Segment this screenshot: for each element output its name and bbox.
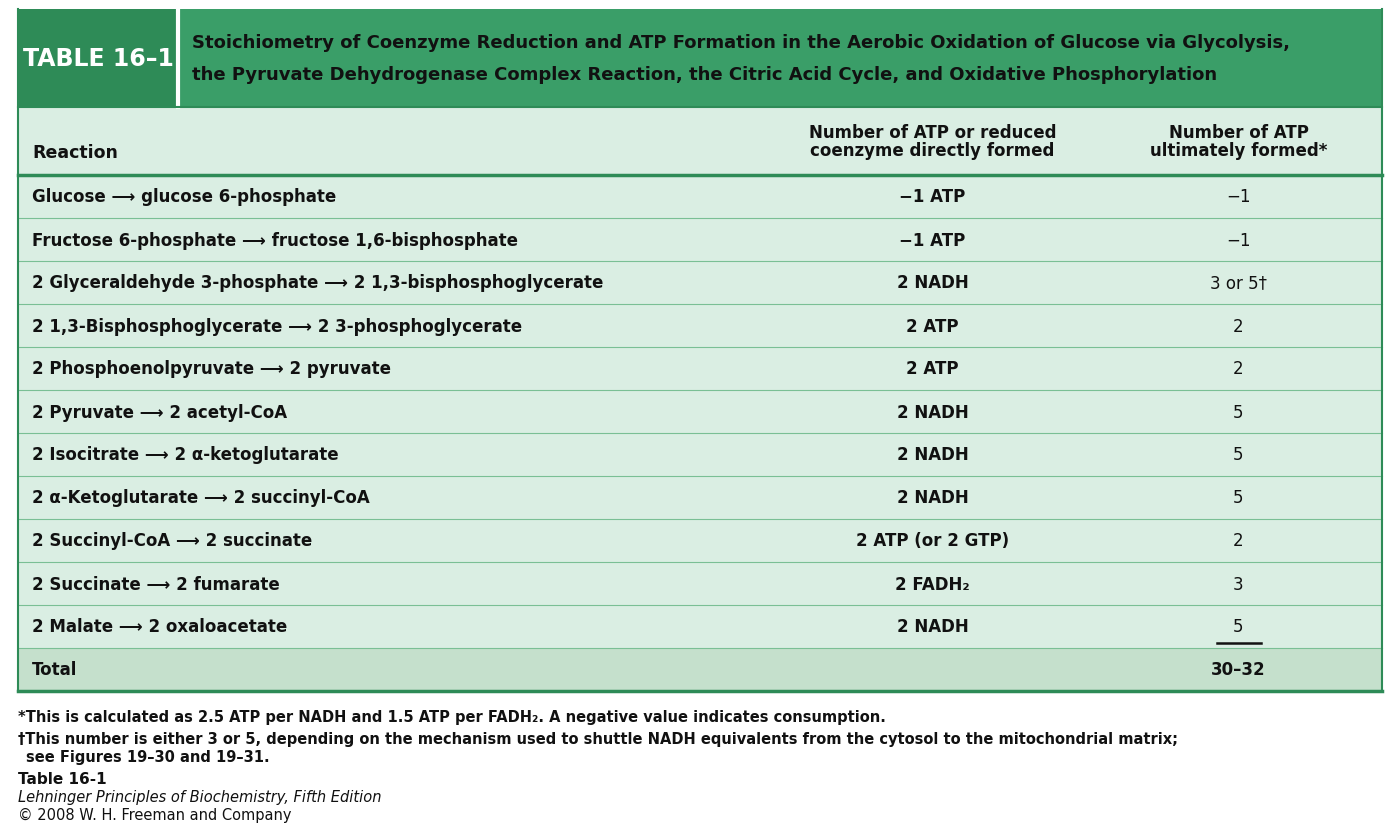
Text: Total: Total — [32, 661, 77, 679]
Bar — [18, 390, 1382, 433]
Text: 2 NADH: 2 NADH — [896, 403, 969, 421]
Bar — [18, 261, 1382, 304]
Text: 2 FADH₂: 2 FADH₂ — [895, 575, 970, 593]
Text: the Pyruvate Dehydrogenase Complex Reaction, the Citric Acid Cycle, and Oxidativ: the Pyruvate Dehydrogenase Complex React… — [192, 66, 1217, 84]
Text: 3: 3 — [1233, 575, 1243, 593]
Bar — [18, 304, 1382, 347]
Text: 2 ATP (or 2 GTP): 2 ATP (or 2 GTP) — [855, 532, 1009, 550]
Text: −1 ATP: −1 ATP — [899, 189, 966, 206]
Text: TABLE 16–1: TABLE 16–1 — [22, 47, 174, 71]
Text: 2 ATP: 2 ATP — [906, 317, 959, 335]
Text: 2 Succinyl-CoA ⟶ 2 succinate: 2 Succinyl-CoA ⟶ 2 succinate — [32, 532, 312, 550]
Text: Stoichiometry of Coenzyme Reduction and ATP Formation in the Aerobic Oxidation o: Stoichiometry of Coenzyme Reduction and … — [192, 34, 1289, 52]
Text: 2 Phosphoenolpyruvate ⟶ 2 pyruvate: 2 Phosphoenolpyruvate ⟶ 2 pyruvate — [32, 360, 391, 378]
Bar — [18, 176, 1382, 218]
Text: 30–32: 30–32 — [1211, 661, 1266, 679]
Text: *This is calculated as 2.5 ATP per NADH and 1.5 ATP per FADH₂. A negative value : *This is calculated as 2.5 ATP per NADH … — [18, 709, 886, 724]
Text: Number of ATP or reduced: Number of ATP or reduced — [809, 124, 1056, 141]
Text: 5: 5 — [1233, 489, 1243, 507]
Text: coenzyme directly formed: coenzyme directly formed — [811, 141, 1054, 160]
Text: 2: 2 — [1233, 532, 1243, 550]
Bar — [18, 10, 178, 108]
Bar — [18, 108, 1382, 176]
Text: Glucose ⟶ glucose 6-phosphate: Glucose ⟶ glucose 6-phosphate — [32, 189, 336, 206]
Text: Number of ATP: Number of ATP — [1169, 124, 1309, 141]
Bar — [18, 347, 1382, 390]
Bar — [18, 648, 1382, 691]
Bar — [18, 476, 1382, 519]
Text: Table 16-1: Table 16-1 — [18, 771, 106, 786]
Bar — [18, 605, 1382, 648]
Text: 2 Isocitrate ⟶ 2 α-ketoglutarate: 2 Isocitrate ⟶ 2 α-ketoglutarate — [32, 446, 339, 464]
Text: 3 or 5†: 3 or 5† — [1210, 275, 1267, 292]
Text: 2 Pyruvate ⟶ 2 acetyl-CoA: 2 Pyruvate ⟶ 2 acetyl-CoA — [32, 403, 287, 421]
Text: 2 NADH: 2 NADH — [896, 446, 969, 464]
Text: 2 Malate ⟶ 2 oxaloacetate: 2 Malate ⟶ 2 oxaloacetate — [32, 618, 287, 636]
Text: 5: 5 — [1233, 403, 1243, 421]
Text: 2 α-Ketoglutarate ⟶ 2 succinyl-CoA: 2 α-Ketoglutarate ⟶ 2 succinyl-CoA — [32, 489, 370, 507]
Text: 2 Glyceraldehyde 3-phosphate ⟶ 2 1,3-bisphosphoglycerate: 2 Glyceraldehyde 3-phosphate ⟶ 2 1,3-bis… — [32, 275, 603, 292]
Text: 5: 5 — [1233, 618, 1243, 636]
Text: see Figures 19–30 and 19–31.: see Figures 19–30 and 19–31. — [27, 749, 270, 764]
Text: 2 Succinate ⟶ 2 fumarate: 2 Succinate ⟶ 2 fumarate — [32, 575, 280, 593]
Bar — [18, 562, 1382, 605]
Text: Fructose 6-phosphate ⟶ fructose 1,6-bisphosphate: Fructose 6-phosphate ⟶ fructose 1,6-bisp… — [32, 232, 518, 249]
Text: 2: 2 — [1233, 360, 1243, 378]
Bar — [18, 433, 1382, 476]
Text: 5: 5 — [1233, 446, 1243, 464]
Text: −1 ATP: −1 ATP — [899, 232, 966, 249]
Text: 2 1,3-Bisphosphoglycerate ⟶ 2 3-phosphoglycerate: 2 1,3-Bisphosphoglycerate ⟶ 2 3-phosphog… — [32, 317, 522, 335]
Text: −1: −1 — [1226, 189, 1250, 206]
Text: 2 ATP: 2 ATP — [906, 360, 959, 378]
Bar — [18, 218, 1382, 261]
Text: Lehninger Principles of Biochemistry, Fifth Edition: Lehninger Principles of Biochemistry, Fi… — [18, 789, 381, 804]
Text: 2 NADH: 2 NADH — [896, 618, 969, 636]
Text: 2: 2 — [1233, 317, 1243, 335]
Text: 2 NADH: 2 NADH — [896, 489, 969, 507]
Text: †This number is either 3 or 5, depending on the mechanism used to shuttle NADH e: †This number is either 3 or 5, depending… — [18, 731, 1177, 746]
Bar — [18, 519, 1382, 562]
Text: ultimately formed*: ultimately formed* — [1149, 141, 1327, 160]
Text: 2 NADH: 2 NADH — [896, 275, 969, 292]
Text: Reaction: Reaction — [32, 144, 118, 162]
Text: −1: −1 — [1226, 232, 1250, 249]
Bar — [178, 10, 1382, 108]
Text: © 2008 W. H. Freeman and Company: © 2008 W. H. Freeman and Company — [18, 807, 291, 822]
